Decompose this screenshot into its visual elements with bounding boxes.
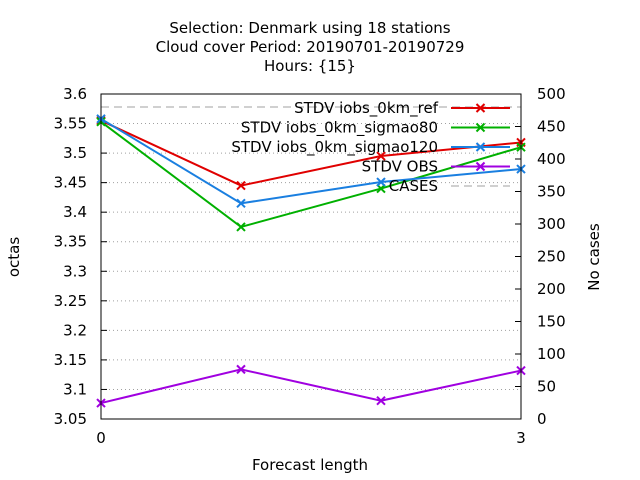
data-point (376, 177, 386, 187)
y-tick-label: 3.3 (63, 262, 87, 280)
data-point (236, 180, 246, 191)
legend-label: CASES (389, 177, 438, 195)
series-line (100, 368, 522, 405)
y-tick-label: 3.6 (63, 85, 87, 103)
y-tick-label: 3.4 (63, 203, 87, 221)
y-tick-label: 3.15 (54, 351, 87, 369)
y-axis-label: octas (5, 237, 23, 277)
x-tick-label: 0 (96, 429, 106, 447)
y-tick-label: 3.1 (63, 380, 87, 398)
y2-tick-label: 450 (537, 118, 566, 136)
series-group (96, 106, 526, 408)
y2-tick-label: 200 (537, 280, 566, 298)
y2-tick-label: 100 (537, 345, 566, 363)
y2-axis-label: No cases (585, 223, 603, 291)
legend-label: STDV iobs_0km_ref (294, 99, 439, 118)
title-line-3: Hours: {15} (264, 57, 356, 75)
title-line-2: Cloud cover Period: 20190701-20190729 (156, 38, 465, 56)
y-tick-label: 3.5 (63, 144, 87, 162)
data-point (376, 395, 386, 406)
title-line-1: Selection: Denmark using 18 stations (169, 19, 450, 37)
data-point (236, 198, 246, 209)
x-axis-label: Forecast length (252, 456, 368, 474)
y-tick-label: 3.2 (63, 321, 87, 339)
data-point (376, 151, 386, 161)
y2-tick-label: 300 (537, 215, 566, 233)
y-tick-label: 3.35 (54, 233, 87, 251)
legend-label: STDV iobs_0km_sigmao120 (231, 138, 438, 157)
series-line (100, 120, 522, 229)
y-tick-label: 3.55 (54, 115, 87, 133)
y2-tick-label: 0 (537, 410, 547, 428)
y-tick-label: 3.05 (54, 410, 87, 428)
y-axis-ticks: 3.05 3.1 3.15 3.2 3.25 3.3 3.35 3.4 3.45 3.5 3.55 3… (54, 85, 107, 428)
data-point (236, 222, 246, 232)
legend-label: STDV iobs_0km_sigmao80 (241, 119, 438, 138)
legend-label: STDV OBS (362, 158, 438, 176)
y2-tick-label: 400 (537, 150, 566, 168)
plot-frame (100, 93, 522, 420)
series-line (100, 117, 522, 205)
y2-tick-label: 150 (537, 313, 566, 331)
y-tick-label: 3.25 (54, 292, 87, 310)
grid (101, 123, 521, 390)
data-point (236, 364, 246, 375)
chart-title: Selection: Denmark using 18 stations Clo… (156, 19, 465, 75)
y2-tick-label: 50 (537, 378, 556, 396)
y2-tick-label: 350 (537, 183, 566, 201)
y2-tick-label: 500 (537, 85, 566, 103)
y2-axis-ticks: 0 50 100 150 200 250 300 350 400 450 500 (515, 85, 566, 428)
y-tick-label: 3.45 (54, 174, 87, 192)
series-line (100, 119, 522, 187)
y2-tick-label: 250 (537, 248, 566, 266)
x-tick-label: 3 (516, 429, 526, 447)
